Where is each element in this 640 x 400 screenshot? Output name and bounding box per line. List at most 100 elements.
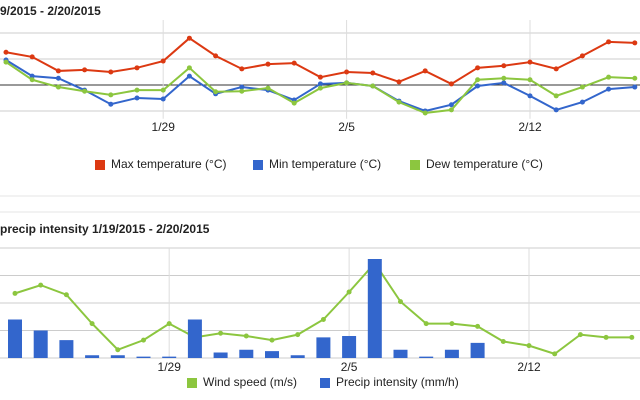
point	[29, 73, 35, 79]
point	[82, 88, 88, 94]
point	[475, 323, 481, 329]
point	[423, 321, 429, 327]
point	[553, 107, 559, 113]
legend-label: Precip intensity (mm/h)	[336, 375, 459, 389]
point	[317, 85, 323, 91]
point	[134, 87, 140, 93]
point	[291, 100, 297, 106]
point	[141, 337, 146, 343]
point	[134, 65, 140, 71]
point	[12, 290, 18, 296]
chart-title: 9/2015 - 2/20/2015	[0, 4, 101, 18]
point	[160, 58, 166, 64]
point	[55, 68, 61, 74]
point	[606, 74, 612, 80]
point	[265, 85, 271, 91]
point	[108, 69, 114, 75]
bar	[265, 351, 279, 358]
point	[134, 95, 140, 101]
x-tick-label: 1/29	[152, 120, 176, 134]
bar	[419, 356, 434, 358]
point	[239, 84, 245, 90]
point	[579, 84, 585, 90]
point	[239, 66, 245, 72]
chart-title: precip intensity 1/19/2015 - 2/20/2015	[0, 222, 210, 236]
x-tick-label: 2/12	[518, 120, 542, 134]
point	[160, 96, 166, 102]
bar	[136, 356, 151, 358]
legend-swatch	[320, 378, 330, 388]
legend-label: Wind speed (m/s)	[203, 375, 297, 389]
point	[475, 77, 481, 83]
legend-swatch	[253, 160, 263, 170]
point	[579, 99, 585, 105]
point	[108, 101, 114, 107]
legend-swatch	[187, 378, 197, 388]
point	[291, 60, 297, 66]
point	[38, 282, 44, 288]
x-tick-label: 1/29	[158, 360, 182, 374]
point	[422, 110, 428, 116]
point	[553, 93, 559, 99]
point	[448, 107, 454, 113]
point	[553, 66, 559, 72]
bar	[393, 349, 408, 358]
point	[449, 321, 455, 327]
bar	[470, 342, 485, 358]
bar	[342, 336, 357, 358]
point	[632, 75, 638, 81]
point	[243, 333, 249, 339]
point	[552, 351, 558, 357]
point	[186, 65, 192, 71]
point	[603, 334, 609, 340]
point	[186, 35, 192, 41]
point	[632, 84, 638, 90]
point	[501, 63, 507, 69]
point	[269, 337, 275, 343]
x-tick-label: 2/5	[338, 120, 355, 134]
point	[577, 332, 583, 338]
point	[265, 61, 271, 67]
point	[448, 102, 454, 108]
point	[370, 83, 376, 89]
point	[186, 73, 192, 79]
point	[320, 317, 326, 322]
point	[108, 92, 114, 98]
point	[82, 67, 88, 73]
point	[346, 289, 352, 295]
point	[55, 84, 61, 90]
legend-label: Dew temperature (°C)	[426, 157, 543, 171]
bar	[33, 330, 48, 358]
point	[55, 75, 61, 81]
legend-label: Max temperature (°C)	[111, 157, 227, 171]
point	[422, 68, 428, 74]
point	[370, 70, 376, 76]
point	[527, 77, 533, 83]
point	[317, 81, 323, 87]
point	[89, 321, 95, 327]
point	[475, 83, 481, 89]
bar	[290, 355, 305, 358]
point	[606, 86, 612, 92]
point	[475, 65, 481, 71]
point	[527, 59, 533, 65]
point	[213, 53, 219, 59]
bar	[367, 259, 382, 358]
point	[3, 49, 9, 55]
legend-label: Min temperature (°C)	[269, 157, 381, 171]
point	[317, 74, 323, 80]
bar	[213, 352, 228, 358]
point	[29, 54, 35, 60]
point	[166, 321, 172, 327]
point	[29, 77, 35, 83]
x-tick-label: 2/5	[341, 360, 358, 374]
point	[632, 40, 638, 46]
point	[115, 347, 121, 353]
legend-swatch	[410, 160, 420, 170]
bar	[8, 319, 22, 358]
point	[295, 332, 301, 338]
point	[344, 69, 350, 75]
point	[396, 79, 402, 85]
bar	[444, 349, 459, 358]
